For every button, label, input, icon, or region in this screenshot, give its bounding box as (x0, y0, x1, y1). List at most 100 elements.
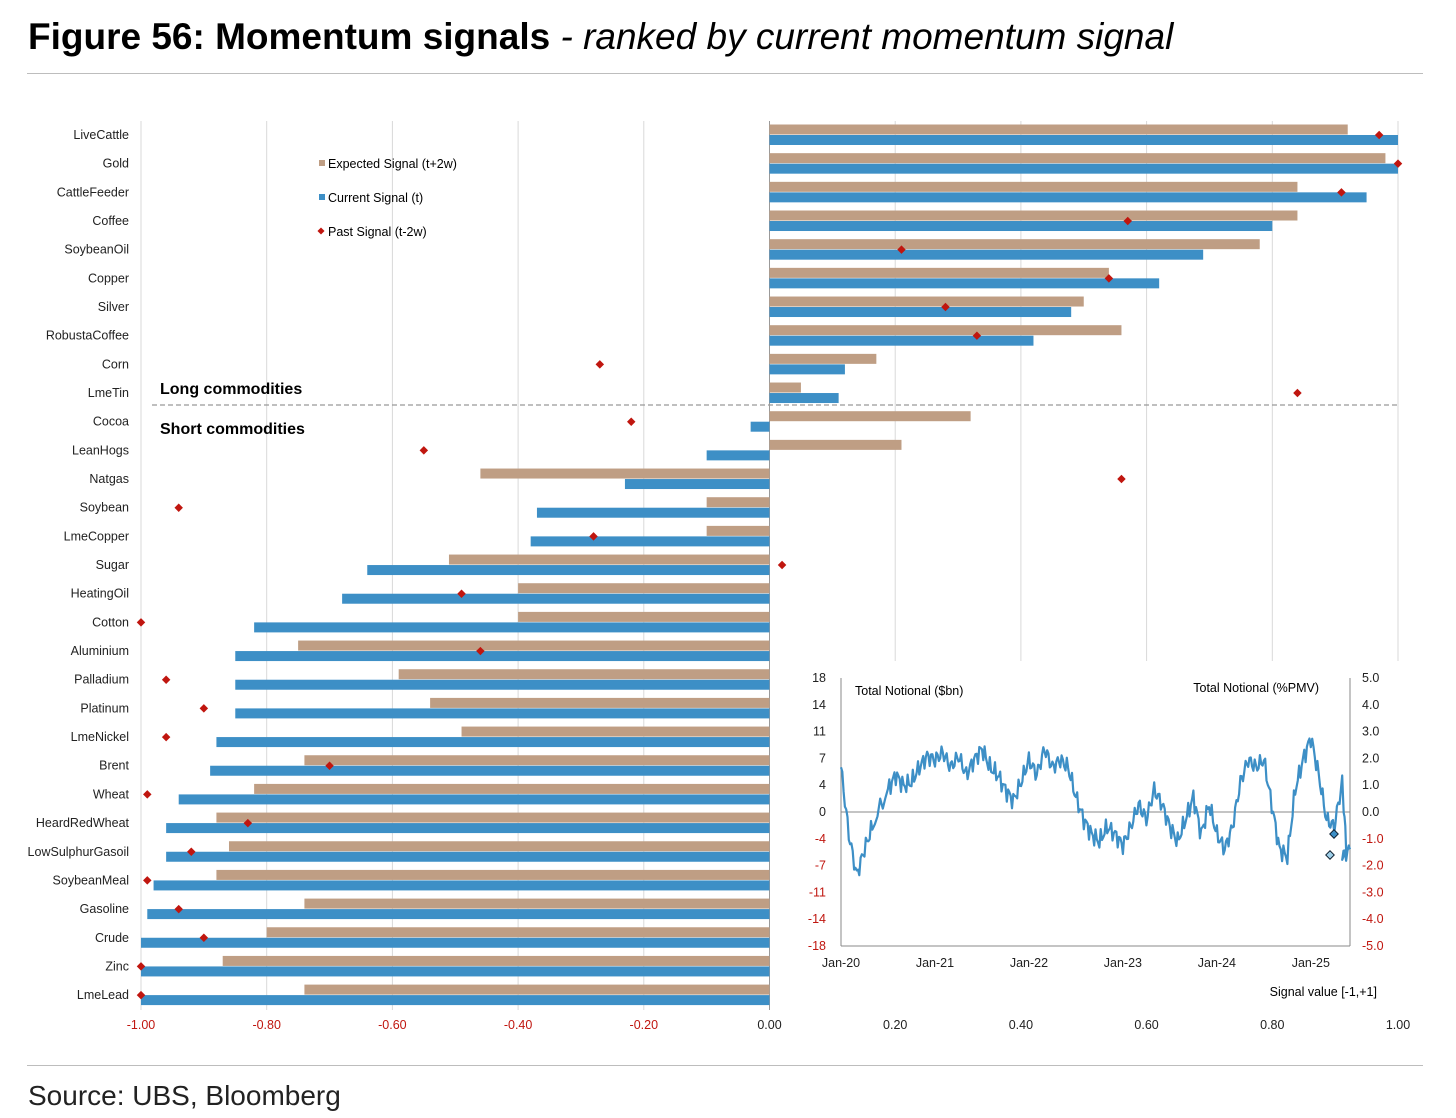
category-label: Crude (95, 931, 129, 945)
expected-signal-bar (298, 640, 770, 651)
current-signal-bar (536, 507, 770, 518)
expected-signal-bar (769, 325, 1122, 336)
category-label: Cocoa (93, 415, 129, 429)
current-signal-bar (367, 565, 770, 576)
x-axis-tick-labels: -1.00 -0.80 -0.60 -0.40 -0.20 0.00 0.20 0.40 0.6… (127, 1018, 1410, 1032)
current-signal-bar (141, 966, 770, 977)
category-label: HeardRedWheat (36, 816, 130, 830)
current-signal-bar (769, 221, 1273, 232)
inset-right-tick-labels: 5.0 4.0 3.0 2.0 1.0 0.0 -1.0 -2.0 -3.0 -4.0 -5.0 (1362, 671, 1384, 953)
inset-left-tick-labels: 18 14 11 7 4 0 -4 -7 -11 -14 -18 (808, 671, 826, 953)
figure-title: Figure 56: Momentum signals - ranked by … (28, 16, 1173, 58)
past-signal-marker (143, 876, 152, 885)
expected-signal-bar (769, 124, 1348, 135)
chart-bars (141, 124, 1398, 1006)
category-label: Palladium (74, 673, 129, 687)
category-label: Sugar (96, 558, 129, 572)
current-signal-bar (166, 851, 770, 862)
category-label: Coffee (92, 214, 129, 228)
past-signal-marker (325, 761, 334, 770)
category-label: Gold (103, 157, 129, 171)
current-signal-bar (769, 249, 1204, 260)
inset-right-tick-label: 1.0 (1362, 778, 1379, 792)
x-tick-label: 0.40 (1009, 1018, 1033, 1032)
legend-swatch-expected (319, 160, 325, 166)
x-tick-label: 0.00 (757, 1018, 781, 1032)
past-signal-marker (626, 417, 636, 426)
chart-legend: Expected Signal (t+2w) Current Signal (t… (317, 157, 457, 239)
current-signal-bar (342, 593, 770, 604)
current-signal-bar (769, 135, 1398, 145)
inset-left-tick-label: -4 (815, 832, 826, 846)
legend-label-current: Current Signal (t) (328, 191, 423, 205)
short-commodities-label: Short commodities (160, 421, 305, 438)
current-signal-bar (178, 794, 770, 805)
inset-left-tick-label: 14 (812, 698, 826, 712)
inset-x-tick-label: Jan-20 (822, 956, 860, 970)
x-tick-label: 0.80 (1260, 1018, 1284, 1032)
inset-left-tick-label: 11 (813, 725, 826, 739)
current-signal-bar (147, 909, 770, 920)
expected-signal-bar (769, 181, 1298, 192)
expected-signal-bar (769, 411, 971, 422)
current-signal-bar (769, 364, 845, 375)
expected-signal-bar (769, 382, 801, 393)
expected-signal-bar (304, 984, 770, 995)
expected-signal-bar (769, 153, 1386, 164)
expected-signal-bar (769, 267, 1109, 278)
inset-x-tick-label: Jan-24 (1198, 956, 1236, 970)
legend-swatch-current (319, 194, 325, 200)
past-signal-marker (777, 560, 787, 570)
expected-signal-bar (228, 841, 770, 852)
past-signal-marker (136, 618, 146, 627)
inset-right-tick-label: 0.0 (1362, 805, 1379, 819)
inset-x-tick-labels: Jan-20 Jan-21 Jan-22 Jan-23 Jan-24 Jan-25 (822, 956, 1330, 970)
inset-right-tick-label: -5.0 (1362, 939, 1384, 953)
current-signal-bar (254, 622, 770, 633)
current-signal-bar (166, 823, 770, 834)
category-labels: LiveCattle Gold CattleFeeder Coffee SoybeanO… (28, 128, 130, 1002)
x-tick-label: -0.80 (252, 1018, 281, 1032)
past-signal-marker (174, 503, 183, 512)
expected-signal-bar (518, 611, 770, 622)
expected-signal-bar (266, 927, 770, 938)
category-label: Aluminium (71, 644, 129, 658)
category-label: SoybeanOil (64, 243, 129, 257)
expected-signal-bar (222, 955, 770, 966)
past-signal-marker (589, 532, 598, 541)
category-label: Natgas (89, 472, 129, 486)
inset-x-tick-label: Jan-25 (1292, 956, 1330, 970)
category-label: LmeTin (88, 386, 129, 400)
category-label: Copper (88, 271, 129, 285)
expected-signal-bar (398, 669, 770, 680)
x-tick-label: -0.60 (378, 1018, 407, 1032)
inset-right-tick-label: -1.0 (1362, 832, 1384, 846)
expected-signal-bar (769, 210, 1298, 221)
inset-left-tick-label: 4 (819, 778, 826, 792)
x-tick-label: 1.00 (1386, 1018, 1410, 1032)
expected-signal-bar (216, 812, 770, 823)
current-signal-bar (706, 450, 770, 461)
inset-right-tick-label: 3.0 (1362, 725, 1379, 739)
past-signal-marker (941, 302, 950, 312)
current-signal-bar (769, 192, 1367, 203)
category-label: Zinc (105, 959, 129, 973)
current-signal-bar (769, 335, 1034, 346)
past-signal-marker (419, 446, 429, 455)
inset-left-tick-label: 7 (819, 751, 826, 765)
expected-signal-bar (769, 239, 1260, 250)
past-signal-marker (161, 675, 171, 684)
category-label: CattleFeeder (57, 185, 129, 199)
current-signal-bar (210, 765, 770, 776)
category-label: HeatingOil (71, 587, 129, 601)
expected-signal-bar (430, 697, 770, 708)
inset-left-tick-label: 0 (819, 805, 826, 819)
current-signal-bar (750, 421, 770, 432)
x-axis-label: Signal value [-1,+1] (1270, 985, 1377, 999)
legend-swatch-past (317, 227, 325, 235)
inset-left-axis-label: Total Notional ($bn) (855, 684, 963, 698)
inset-right-tick-label: -4.0 (1362, 912, 1384, 926)
current-signal-bar (141, 995, 770, 1006)
inset-chart: 18 14 11 7 4 0 -4 -7 -11 -14 -18 5.0 4.0 3.0 2.0 1.0 0.… (790, 661, 1402, 1010)
